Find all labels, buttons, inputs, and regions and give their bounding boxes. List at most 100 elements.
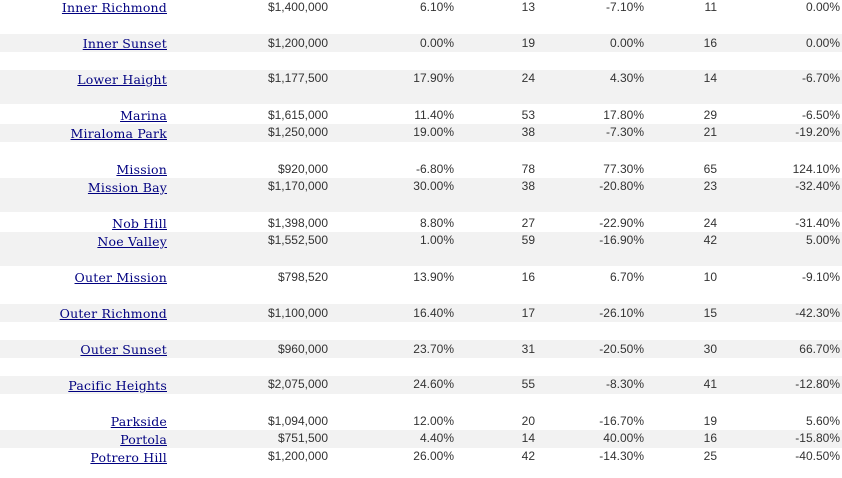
count-change: -31.40% [795, 216, 840, 230]
table-row: Outer Mission $798,520 13.90% 16 6.70% 1… [0, 268, 842, 286]
neighborhood-link[interactable]: Miraloma Park [70, 126, 167, 141]
median-price: $1,200,000 [267, 36, 328, 50]
count-change: 5.60% [805, 414, 840, 428]
sales-change: 6.70% [609, 270, 644, 284]
price-change: 0.00% [419, 36, 454, 50]
table-row: Nob Hill $1,398,000 8.80% 27 -22.90% 24 … [0, 214, 842, 232]
neighborhood-link[interactable]: Pacific Heights [68, 378, 167, 393]
median-price: $1,615,000 [267, 108, 328, 122]
sales-count: 59 [521, 233, 535, 247]
sales-count: 78 [521, 162, 535, 176]
sales-count: 24 [521, 71, 535, 85]
sales-change: -8.30% [605, 377, 644, 391]
table-row: Mission $920,000 -6.80% 78 77.30% 65 124… [0, 160, 842, 178]
neighborhood-link[interactable]: Nob Hill [112, 216, 167, 231]
price-change: 30.00% [413, 179, 454, 193]
price-change: 4.40% [419, 431, 454, 445]
count-value: 23 [703, 179, 717, 193]
table-row: Inner Sunset $1,200,000 0.00% 19 0.00% 1… [0, 34, 842, 52]
sales-change: -20.50% [599, 342, 644, 356]
count-value: 25 [703, 449, 717, 463]
count-change: 0.00% [805, 36, 840, 50]
neighborhood-link[interactable]: Outer Richmond [59, 306, 167, 321]
price-change: 26.00% [413, 449, 454, 463]
median-price: $1,200,000 [267, 449, 328, 463]
price-change: 8.80% [419, 216, 454, 230]
price-change: 17.90% [413, 71, 454, 85]
table-row: Pacific Heights $2,075,000 24.60% 55 -8.… [0, 376, 842, 394]
price-change: 16.40% [413, 306, 454, 320]
sales-change: 4.30% [609, 71, 644, 85]
sales-count: 53 [521, 108, 535, 122]
sales-count: 55 [521, 377, 535, 391]
neighborhood-link[interactable]: Inner Sunset [82, 36, 167, 51]
count-change: -9.10% [801, 270, 840, 284]
neighborhood-link[interactable]: Parkside [110, 414, 167, 429]
sales-count: 19 [521, 36, 535, 50]
sales-count: 16 [521, 270, 535, 284]
count-change: -40.50% [795, 449, 840, 463]
count-value: 16 [703, 36, 717, 50]
count-change: 66.70% [799, 342, 840, 356]
price-change: 12.00% [413, 414, 454, 428]
count-value: 29 [703, 108, 717, 122]
neighborhood-link[interactable]: Lower Haight [77, 72, 167, 87]
neighborhood-link[interactable]: Outer Mission [74, 270, 167, 285]
sales-change: -22.90% [599, 216, 644, 230]
sales-count: 38 [521, 179, 535, 193]
neighborhood-link[interactable]: Mission Bay [87, 180, 167, 195]
count-value: 30 [703, 342, 717, 356]
median-price: $960,000 [277, 342, 328, 356]
sales-count: 17 [521, 306, 535, 320]
count-value: 42 [703, 233, 717, 247]
count-value: 21 [703, 125, 717, 139]
count-value: 15 [703, 306, 717, 320]
median-price: $751,500 [277, 431, 328, 445]
median-price: $1,398,000 [267, 216, 328, 230]
sales-change: 17.80% [603, 108, 644, 122]
table-row: Lower Haight $1,177,500 17.90% 24 4.30% … [0, 70, 842, 104]
count-change: -19.20% [795, 125, 840, 139]
neighborhood-link[interactable]: Noe Valley [97, 234, 167, 249]
sales-change: -16.70% [599, 414, 644, 428]
table-row: Outer Richmond $1,100,000 16.40% 17 -26.… [0, 304, 842, 322]
count-change: -15.80% [795, 431, 840, 445]
sales-change: -26.10% [599, 306, 644, 320]
count-change: 5.00% [805, 233, 840, 247]
median-price: $1,400,000 [267, 0, 328, 14]
table-row: Inner Richmond $1,400,000 6.10% 13 -7.10… [0, 0, 842, 16]
neighborhood-link[interactable]: Inner Richmond [61, 0, 167, 15]
price-change: 1.00% [419, 233, 454, 247]
sales-count: 42 [521, 449, 535, 463]
median-price: $798,520 [277, 270, 328, 284]
median-price: $1,094,000 [267, 414, 328, 428]
sales-change: -14.30% [599, 449, 644, 463]
neighborhood-link[interactable]: Potrero Hill [90, 450, 167, 465]
neighborhood-link[interactable]: Outer Sunset [80, 342, 167, 357]
price-change: -6.80% [415, 162, 454, 176]
count-change: -6.50% [801, 108, 840, 122]
count-change: -32.40% [795, 179, 840, 193]
price-change: 6.10% [419, 0, 454, 14]
sales-count: 27 [521, 216, 535, 230]
count-change: 124.10% [792, 162, 840, 176]
price-change: 23.70% [413, 342, 454, 356]
sales-change: 77.30% [603, 162, 644, 176]
neighborhood-link[interactable]: Portola [120, 432, 167, 447]
count-value: 19 [703, 414, 717, 428]
price-change: 13.90% [413, 270, 454, 284]
count-value: 11 [704, 0, 717, 14]
neighborhood-link[interactable]: Mission [116, 162, 167, 177]
count-change: 0.00% [805, 0, 840, 14]
count-change: -6.70% [801, 71, 840, 85]
price-change: 19.00% [413, 125, 454, 139]
count-value: 14 [703, 71, 717, 85]
table-row: Potrero Hill $1,200,000 26.00% 42 -14.30… [0, 448, 842, 466]
neighborhood-link[interactable]: Marina [120, 108, 167, 123]
price-change: 11.40% [414, 108, 454, 122]
count-value: 41 [703, 377, 717, 391]
sales-count: 14 [521, 431, 535, 445]
sales-change: -20.80% [599, 179, 644, 193]
table-row: Mission Bay $1,170,000 30.00% 38 -20.80%… [0, 178, 842, 212]
